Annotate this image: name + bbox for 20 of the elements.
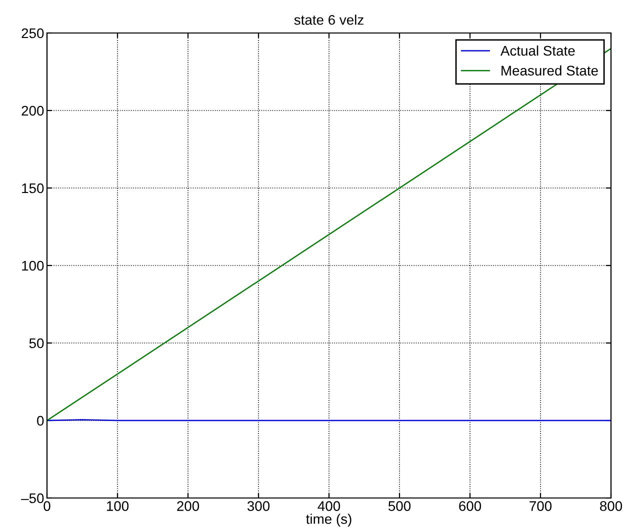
x-tick-label: 800	[600, 501, 622, 511]
y-tick-label: –50	[21, 493, 44, 504]
y-tick-label: 100	[22, 260, 44, 271]
x-tick-label: 700	[530, 501, 552, 511]
x-tick-label: 100	[106, 501, 129, 511]
x-tick-label: 500	[388, 501, 411, 511]
y-tick-label: 150	[22, 183, 44, 194]
x-tick-label: 300	[247, 501, 270, 511]
y-tick-label: 50	[29, 338, 44, 348]
x-axis-title: time (s)	[306, 514, 352, 527]
legend-label: Actual State	[500, 46, 575, 56]
x-tick-label: 200	[177, 501, 200, 511]
y-tick-label: 0	[37, 416, 44, 426]
x-tick-label: 600	[459, 501, 482, 511]
legend-label: Measured State	[502, 65, 598, 76]
x-tick-label: 0	[44, 501, 50, 511]
y-tick-label: 250	[22, 28, 44, 38]
chart-title: state 6 velz	[294, 14, 364, 25]
y-tick-label: 200	[22, 106, 44, 116]
x-tick-label: 400	[318, 501, 340, 511]
